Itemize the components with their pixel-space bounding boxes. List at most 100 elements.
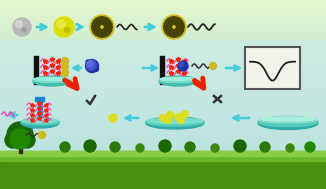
Bar	[0, 142, 326, 143]
Bar	[0, 135, 326, 136]
Bar	[0, 58, 326, 59]
Circle shape	[305, 142, 315, 152]
Circle shape	[179, 30, 183, 34]
Circle shape	[179, 20, 183, 24]
Bar	[0, 60, 326, 61]
Bar	[0, 59, 326, 60]
Circle shape	[164, 22, 168, 26]
Bar	[0, 54, 326, 55]
Bar	[0, 116, 326, 117]
Circle shape	[57, 20, 65, 28]
Ellipse shape	[258, 118, 318, 126]
Bar	[0, 41, 326, 42]
Circle shape	[60, 142, 70, 152]
Bar	[0, 148, 326, 149]
Bar	[0, 49, 326, 50]
Bar	[0, 4, 326, 5]
Bar	[0, 101, 326, 102]
Bar	[0, 124, 326, 125]
Bar	[0, 11, 326, 12]
Circle shape	[96, 27, 99, 30]
Bar	[0, 17, 326, 18]
Bar	[0, 140, 326, 141]
Bar	[0, 112, 326, 113]
Bar	[0, 45, 326, 46]
Bar	[0, 61, 326, 62]
Circle shape	[90, 15, 114, 39]
Circle shape	[167, 18, 171, 22]
Circle shape	[65, 28, 69, 33]
Bar	[0, 15, 326, 16]
Circle shape	[96, 22, 100, 26]
Bar	[0, 92, 326, 93]
Circle shape	[54, 17, 74, 37]
Circle shape	[97, 29, 101, 33]
Bar	[0, 77, 326, 78]
Bar	[0, 28, 326, 29]
Circle shape	[171, 29, 174, 33]
Circle shape	[98, 17, 101, 21]
Bar	[0, 65, 326, 66]
Bar	[0, 30, 326, 31]
Circle shape	[100, 34, 104, 37]
Bar	[0, 74, 326, 75]
Circle shape	[173, 29, 177, 33]
Circle shape	[168, 24, 171, 27]
Bar	[0, 120, 326, 121]
Bar	[0, 156, 326, 157]
Bar	[0, 110, 326, 111]
Circle shape	[102, 29, 105, 33]
Circle shape	[92, 25, 95, 29]
Bar	[0, 151, 326, 152]
Circle shape	[176, 27, 180, 30]
Circle shape	[169, 22, 172, 26]
Bar	[0, 187, 326, 188]
Bar	[0, 88, 326, 89]
Circle shape	[108, 23, 112, 26]
Bar	[0, 39, 326, 40]
Circle shape	[180, 23, 184, 26]
Bar	[0, 70, 326, 71]
Bar	[0, 94, 326, 95]
Circle shape	[210, 63, 216, 70]
Circle shape	[170, 33, 173, 37]
Circle shape	[105, 18, 109, 22]
Bar	[19, 143, 22, 153]
Circle shape	[62, 70, 68, 77]
Bar	[0, 160, 326, 161]
Bar	[0, 82, 326, 83]
Circle shape	[170, 22, 173, 25]
Circle shape	[171, 21, 174, 25]
Bar	[0, 84, 326, 85]
Bar	[0, 97, 326, 98]
Bar	[0, 22, 326, 23]
Bar	[0, 51, 326, 52]
Bar	[0, 66, 326, 67]
Ellipse shape	[33, 77, 71, 83]
Bar	[0, 111, 326, 112]
Circle shape	[159, 140, 171, 152]
Circle shape	[172, 30, 176, 33]
Bar	[0, 71, 326, 72]
Bar	[0, 109, 326, 110]
Circle shape	[177, 18, 181, 22]
Bar	[0, 152, 326, 153]
Bar	[0, 147, 326, 148]
Bar	[0, 146, 326, 147]
Circle shape	[99, 29, 102, 33]
Circle shape	[102, 21, 105, 25]
Bar	[0, 184, 326, 185]
Circle shape	[173, 21, 177, 25]
Ellipse shape	[146, 118, 204, 126]
Circle shape	[103, 22, 107, 25]
Circle shape	[167, 32, 171, 36]
Bar	[0, 159, 326, 160]
Bar	[0, 151, 326, 161]
Bar	[0, 143, 326, 144]
Bar	[245, 47, 300, 89]
Circle shape	[211, 144, 219, 152]
Bar	[0, 168, 326, 169]
Circle shape	[168, 25, 171, 29]
Circle shape	[104, 22, 108, 26]
Circle shape	[38, 132, 46, 139]
